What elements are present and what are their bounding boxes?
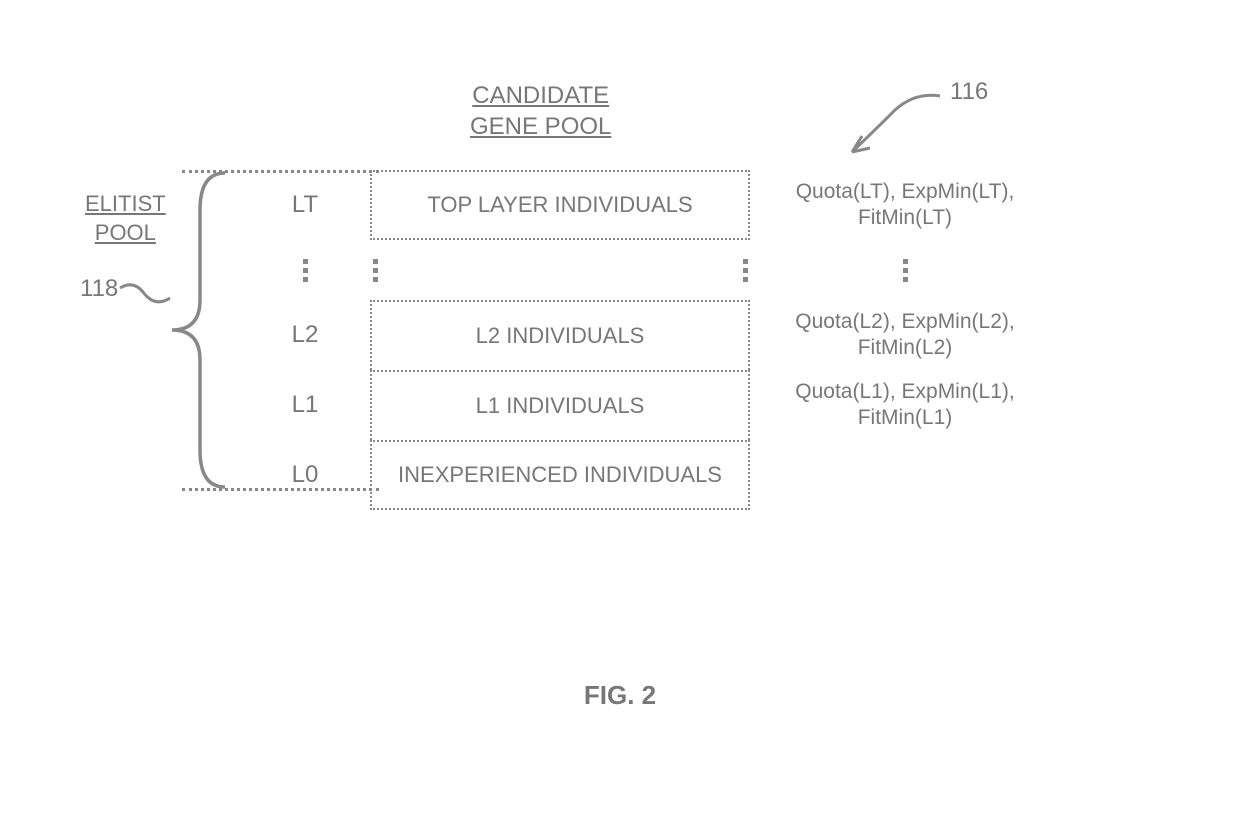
vdots-icon <box>303 240 308 300</box>
curly-bracket <box>160 170 230 490</box>
arrow-116 <box>840 90 950 170</box>
layer-label: L1 <box>240 391 370 419</box>
vdots-icon <box>743 240 748 300</box>
layer-row-l0: L0 INEXPERIENCED INDIVIDUALS <box>240 440 1040 510</box>
layer-stack: LT TOP LAYER INDIVIDUALS Quota(LT), ExpM… <box>240 170 1040 510</box>
ellipsis-row <box>240 240 1040 300</box>
vdots-icon <box>373 240 378 300</box>
elitist-pool-label: ELITISTPOOL <box>85 190 166 247</box>
layer-box: L2 INDIVIDUALS <box>370 300 750 370</box>
figure-caption: FIG. 2 <box>0 680 1240 711</box>
layer-row-l1: L1 L1 INDIVIDUALS Quota(L1), ExpMin(L1),… <box>240 370 1040 440</box>
layer-box: L1 INDIVIDUALS <box>370 370 750 440</box>
layer-label: LT <box>240 191 370 219</box>
layer-label: L2 <box>240 321 370 349</box>
layer-box: INEXPERIENCED INDIVIDUALS <box>370 440 750 510</box>
layer-attrs: Quota(L1), ExpMin(L1), FitMin(L1) <box>750 379 1040 432</box>
reference-numeral-116: 116 <box>950 78 988 106</box>
layer-label: L0 <box>240 461 370 489</box>
figure-title: CANDIDATEGENE POOL <box>470 80 611 142</box>
layer-row-l2: L2 L2 INDIVIDUALS Quota(L2), ExpMin(L2),… <box>240 300 1040 370</box>
layer-attrs: Quota(LT), ExpMin(LT), FitMin(LT) <box>750 179 1040 232</box>
layer-attrs: Quota(L2), ExpMin(L2), FitMin(L2) <box>750 309 1040 362</box>
layer-box: TOP LAYER INDIVIDUALS <box>370 170 750 240</box>
reference-numeral-118: 118 <box>80 275 118 303</box>
layer-row-lt: LT TOP LAYER INDIVIDUALS Quota(LT), ExpM… <box>240 170 1040 240</box>
vdots-icon <box>903 240 908 300</box>
